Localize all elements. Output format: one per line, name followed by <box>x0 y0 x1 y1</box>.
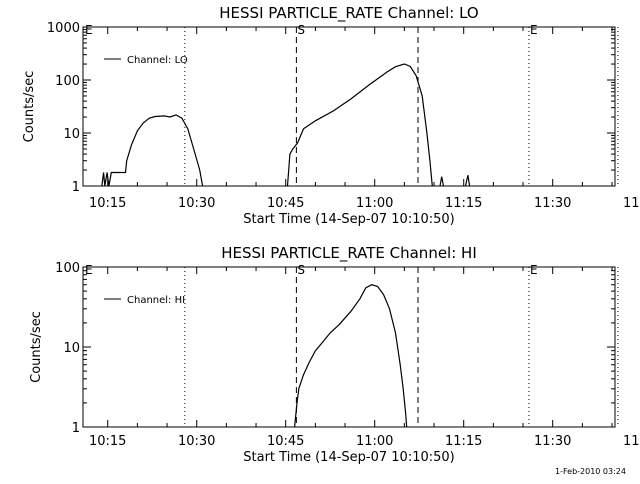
y-axis-label: Counts/sec <box>22 71 37 143</box>
series-line <box>286 63 433 187</box>
legend-label: Channel: LO <box>127 55 188 66</box>
event-marker-label: S <box>297 23 305 37</box>
y-tick-label: 10 <box>63 341 80 356</box>
y-axis-label: Counts/sec <box>29 311 44 383</box>
x-tick-label: 10:45 <box>267 196 304 211</box>
lo-channel-panel: HESSI PARTICLE_RATE Channel: LO 10:15 10:3… <box>22 4 640 227</box>
series-line <box>439 176 445 187</box>
x-tick-label: 11:15 <box>445 434 482 449</box>
y-tick-label: 10 <box>63 127 80 142</box>
x-tick-label: 11:15 <box>445 196 482 211</box>
y-tick-label: 100 <box>55 74 80 89</box>
x-tick-label: 10:15 <box>89 196 126 211</box>
y-tick-label: 1000 <box>47 21 80 36</box>
chart-title: HESSI PARTICLE_RATE Channel: LO <box>219 4 478 23</box>
x-tick-label: 11:45 <box>623 196 640 211</box>
x-tick-label: 11:00 <box>356 434 393 449</box>
series-line <box>101 114 204 187</box>
x-tick-label: 10:45 <box>267 434 304 449</box>
y-tick-label: 100 <box>55 261 80 276</box>
event-marker-label: S <box>297 263 305 277</box>
x-axis-label: Start Time (14-Sep-07 10:10:50) <box>243 450 454 465</box>
chart-title: HESSI PARTICLE_RATE Channel: HI <box>221 244 477 263</box>
plot-frame <box>82 266 616 428</box>
series-line <box>294 284 408 428</box>
plot-timestamp: 1-Feb-2010 03:24 <box>555 467 626 476</box>
y-tick-label: 1 <box>72 180 80 195</box>
event-marker-label: E <box>85 23 93 37</box>
x-axis-label: Start Time (14-Sep-07 10:10:50) <box>243 212 454 227</box>
event-marker-label: E <box>85 263 93 277</box>
x-tick-label: 10:30 <box>178 196 215 211</box>
x-tick-label: 11:00 <box>356 196 393 211</box>
event-marker-label: E <box>530 23 538 37</box>
legend-label: Channel: HI <box>127 295 185 306</box>
x-tick-label: 10:15 <box>89 434 126 449</box>
event-marker-label: E <box>530 263 538 277</box>
x-tick-label: 11:30 <box>534 196 571 211</box>
plot-frame <box>82 26 616 187</box>
x-tick-label: 11:45 <box>623 434 640 449</box>
hi-channel-panel: HESSI PARTICLE_RATE Channel: HI 10:15 10:3… <box>29 244 640 465</box>
x-tick-label: 10:30 <box>178 434 215 449</box>
series-line <box>464 175 471 187</box>
x-tick-label: 11:30 <box>534 434 571 449</box>
y-tick-label: 1 <box>72 421 80 436</box>
